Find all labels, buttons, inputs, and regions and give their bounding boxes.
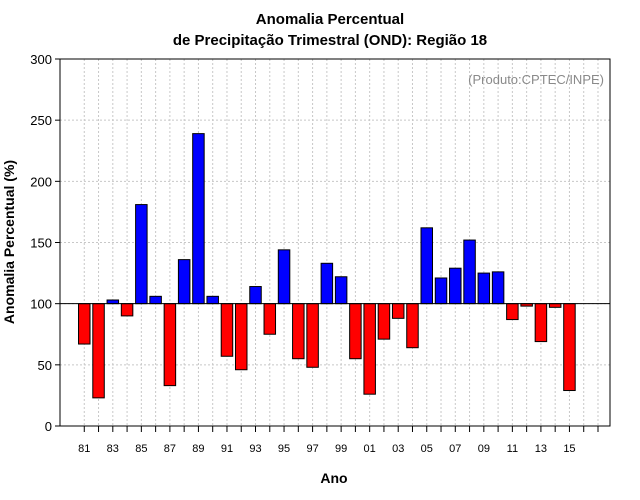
bar-11: [506, 303, 519, 321]
bar-06: [434, 277, 448, 305]
bar-08: [463, 239, 476, 305]
bar-94: [263, 303, 277, 335]
bar-90: [206, 295, 219, 305]
x-tick-label-93: 93: [249, 443, 261, 455]
y-axis: 0 50 100 150 200 250 300: [30, 52, 60, 434]
x-tick-label-09: 09: [478, 443, 490, 455]
x-tick-label-07: 07: [449, 443, 461, 455]
bar-99: [334, 276, 348, 305]
bar-01: [363, 303, 376, 395]
bar-96: [292, 303, 305, 360]
y-tick-label-150: 150: [30, 236, 52, 251]
bar-93: [249, 286, 262, 305]
bar-14: [548, 303, 562, 308]
y-tick-label-100: 100: [30, 297, 52, 312]
bars: [78, 133, 576, 399]
x-tick-label-95: 95: [278, 443, 290, 455]
bar-95: [277, 249, 291, 305]
x-tick-label-87: 87: [164, 443, 176, 455]
bar-81: [78, 303, 91, 345]
x-tick-label-97: 97: [306, 443, 318, 455]
bar-88: [177, 259, 191, 305]
x-axis-label: Ano: [320, 470, 347, 486]
bar-83: [106, 299, 120, 305]
x-tick-label-03: 03: [392, 443, 404, 455]
x-tick-label-89: 89: [192, 443, 204, 455]
x-tick-label-83: 83: [107, 443, 119, 455]
y-tick-label-0: 0: [45, 419, 52, 434]
x-tick-label-85: 85: [135, 443, 147, 455]
bar-82: [92, 303, 105, 399]
bar-04: [406, 303, 419, 349]
x-tick-label-81: 81: [78, 443, 90, 455]
x-axis: 81 83 85 87 89 91 93 95 97 99 01 03 05 07 09 11 13 15: [78, 426, 599, 455]
x-tick-label-91: 91: [221, 443, 233, 455]
bar-15: [563, 303, 576, 392]
bar-00: [349, 303, 362, 360]
y-tick-label-250: 250: [30, 113, 52, 128]
bar-98: [320, 262, 334, 305]
bar-97: [306, 303, 319, 368]
bar-92: [234, 303, 248, 371]
bar-07: [449, 267, 462, 305]
bar-13: [534, 303, 548, 343]
chart-title-line2: de Precipitação Trimestral (OND): Região…: [173, 32, 487, 49]
x-tick-label-15: 15: [563, 443, 575, 455]
y-axis-label: Anomalia Percentual (%): [1, 160, 17, 324]
bar-85: [135, 204, 148, 305]
bar-02: [377, 303, 391, 340]
y-tick-label-50: 50: [38, 358, 52, 373]
x-tick-label-05: 05: [421, 443, 433, 455]
bar-05: [420, 227, 433, 305]
bar-87: [163, 303, 177, 387]
x-tick-label-13: 13: [535, 443, 547, 455]
y-tick-label-300: 300: [30, 52, 52, 67]
bar-89: [192, 133, 205, 305]
chart-title-line1: Anomalia Percentual: [256, 11, 404, 28]
bar-84: [120, 303, 134, 317]
bar-03: [391, 303, 405, 319]
x-tick-label-01: 01: [364, 443, 376, 455]
bar-86: [149, 295, 162, 305]
x-tick-label-99: 99: [335, 443, 347, 455]
x-tick-label-11: 11: [507, 443, 518, 455]
y-tick-label-200: 200: [30, 174, 52, 189]
source-annotation: (Produto:CPTEC/INPE): [468, 72, 604, 87]
bar-09: [477, 272, 491, 305]
bar-91: [220, 303, 234, 357]
bar-10: [491, 271, 505, 305]
